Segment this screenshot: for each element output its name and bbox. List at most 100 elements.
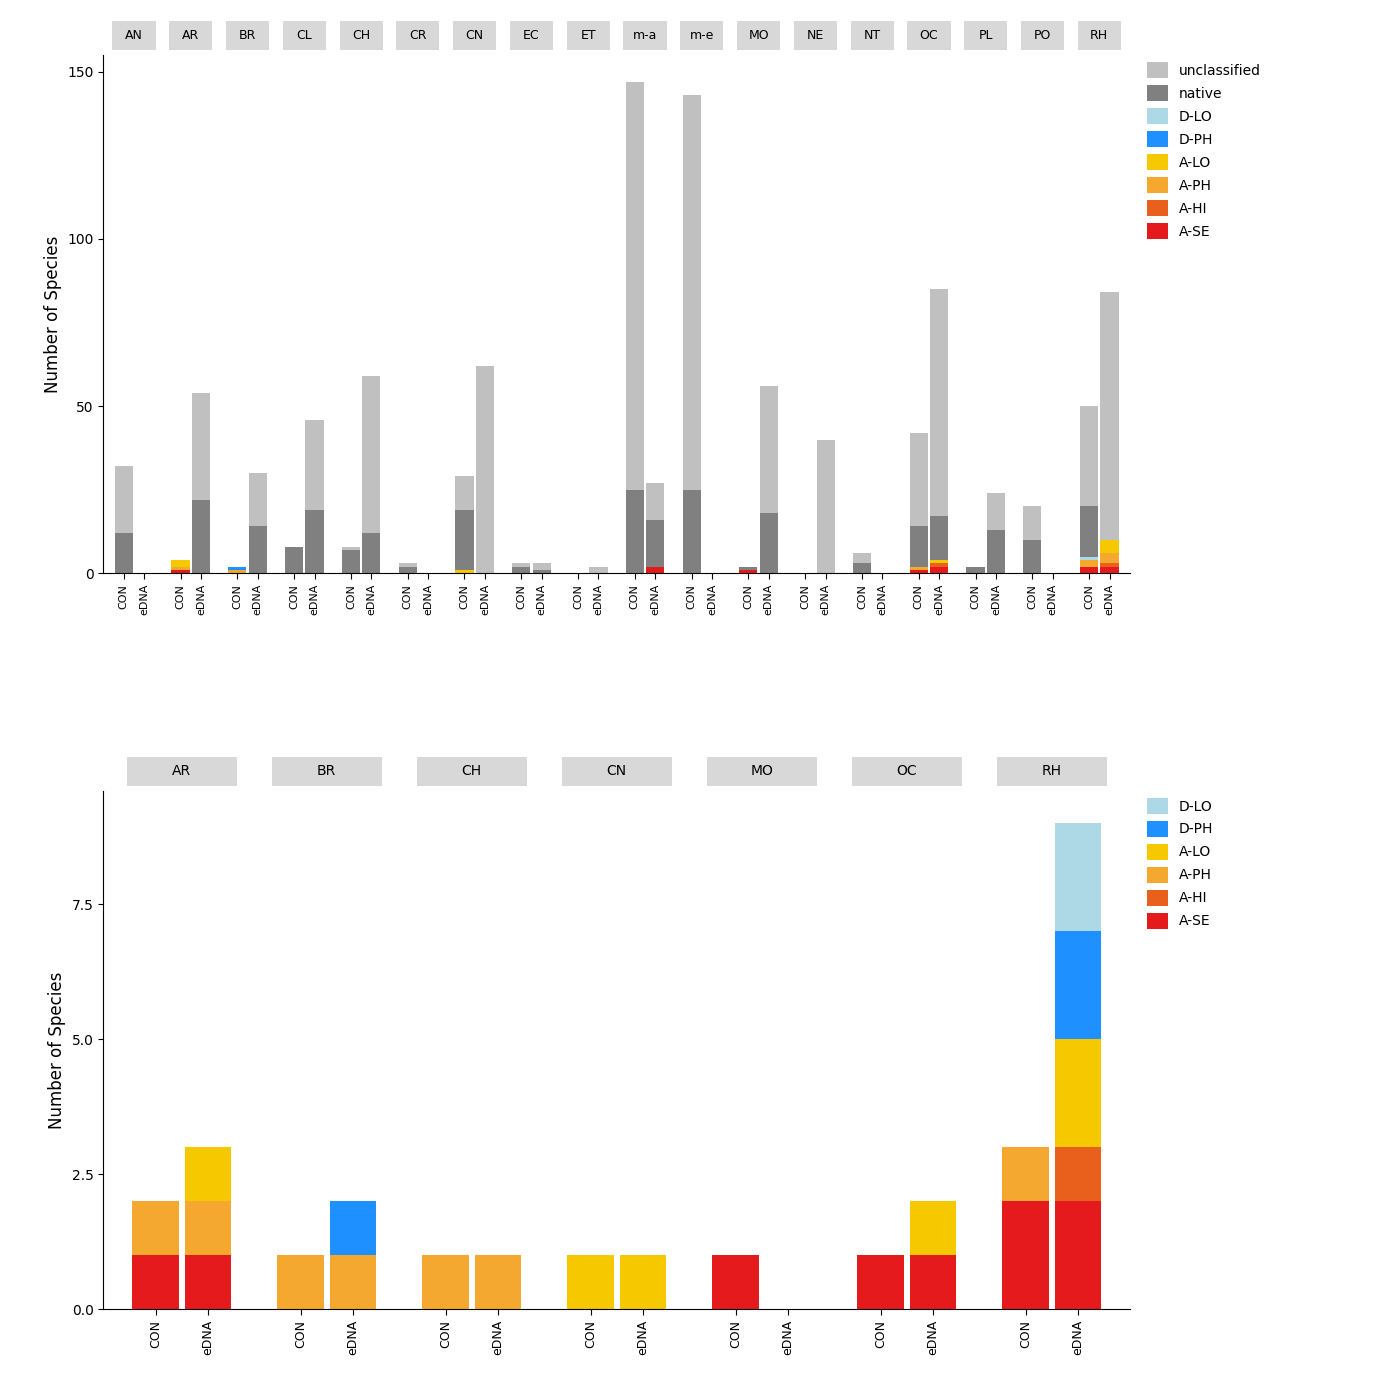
Bar (127, 758, 237, 785)
Text: CH: CH (351, 29, 371, 43)
Bar (339, 22, 383, 50)
Bar (1101, 564, 1119, 566)
Bar (455, 477, 474, 510)
Bar (113, 22, 156, 50)
Bar (857, 1255, 904, 1309)
Bar (416, 758, 526, 785)
Bar (342, 550, 360, 573)
Bar (1080, 559, 1098, 566)
Bar (306, 419, 324, 510)
Bar (1054, 1039, 1101, 1146)
Bar (398, 566, 416, 573)
Bar (171, 566, 190, 570)
Bar (850, 22, 894, 50)
Bar (1054, 932, 1101, 1039)
Text: BR: BR (238, 29, 256, 43)
Bar (1078, 22, 1120, 50)
Bar (626, 489, 644, 573)
Bar (533, 564, 551, 570)
Bar (759, 513, 779, 573)
Bar (626, 81, 644, 489)
Text: NT: NT (864, 29, 881, 43)
Bar (185, 1202, 232, 1255)
Bar (229, 570, 247, 573)
Text: m-a: m-a (633, 29, 657, 43)
Text: CN: CN (606, 765, 627, 779)
Bar (513, 566, 531, 573)
Bar (1080, 507, 1098, 557)
Bar (362, 376, 380, 533)
Bar (475, 367, 493, 573)
Text: RH: RH (1090, 29, 1108, 43)
Bar (909, 526, 927, 566)
Bar (712, 1255, 759, 1309)
Text: CN: CN (466, 29, 484, 43)
Bar (646, 484, 664, 520)
Bar (909, 566, 927, 570)
Text: NE: NE (806, 29, 824, 43)
Bar (1002, 1202, 1049, 1309)
Bar (285, 547, 303, 573)
Legend: D-LO, D-PH, A-LO, A-PH, A-HI, A-SE: D-LO, D-PH, A-LO, A-PH, A-HI, A-SE (1146, 798, 1214, 929)
Bar (681, 22, 723, 50)
Bar (623, 22, 667, 50)
Bar (907, 22, 951, 50)
Bar (397, 22, 440, 50)
Y-axis label: Number of Species: Number of Species (48, 971, 66, 1129)
Bar (1021, 22, 1064, 50)
Bar (1054, 1146, 1101, 1202)
Bar (853, 553, 871, 564)
Bar (794, 22, 836, 50)
Bar (620, 1255, 666, 1309)
Bar (590, 566, 608, 573)
Bar (930, 559, 948, 564)
Bar (362, 533, 380, 573)
Bar (1024, 507, 1042, 540)
Text: CH: CH (462, 765, 482, 779)
Bar (562, 758, 671, 785)
Bar (513, 564, 531, 566)
Bar (568, 1255, 613, 1309)
Text: AN: AN (125, 29, 143, 43)
Bar (171, 559, 190, 566)
Bar (248, 526, 267, 573)
Text: PO: PO (1034, 29, 1051, 43)
Bar (306, 510, 324, 573)
Bar (930, 564, 948, 566)
Bar (1101, 566, 1119, 573)
Bar (282, 22, 327, 50)
Bar (510, 22, 553, 50)
Bar (909, 1202, 956, 1255)
Text: ET: ET (580, 29, 597, 43)
Text: EC: EC (524, 29, 540, 43)
Bar (996, 758, 1107, 785)
Bar (740, 566, 758, 570)
Bar (646, 566, 664, 573)
Bar (930, 289, 948, 517)
Bar (277, 1255, 324, 1309)
Bar (909, 1255, 956, 1309)
Bar (1002, 1146, 1049, 1202)
Bar (966, 566, 985, 573)
Bar (909, 433, 927, 526)
Bar (566, 22, 610, 50)
Bar (759, 386, 779, 513)
Bar (342, 547, 360, 550)
Text: AR: AR (182, 29, 200, 43)
Bar (329, 1202, 376, 1255)
Bar (707, 758, 817, 785)
Bar (1101, 553, 1119, 564)
Bar (226, 22, 269, 50)
Bar (229, 566, 247, 570)
Bar (740, 570, 758, 573)
Text: RH: RH (1042, 765, 1061, 779)
Bar (329, 1255, 376, 1309)
Bar (930, 566, 948, 573)
Bar (987, 493, 1005, 529)
Text: MO: MO (750, 765, 773, 779)
Text: MO: MO (748, 29, 769, 43)
Bar (474, 1255, 521, 1309)
Bar (192, 500, 209, 573)
Bar (132, 1255, 179, 1309)
Text: m-e: m-e (689, 29, 714, 43)
